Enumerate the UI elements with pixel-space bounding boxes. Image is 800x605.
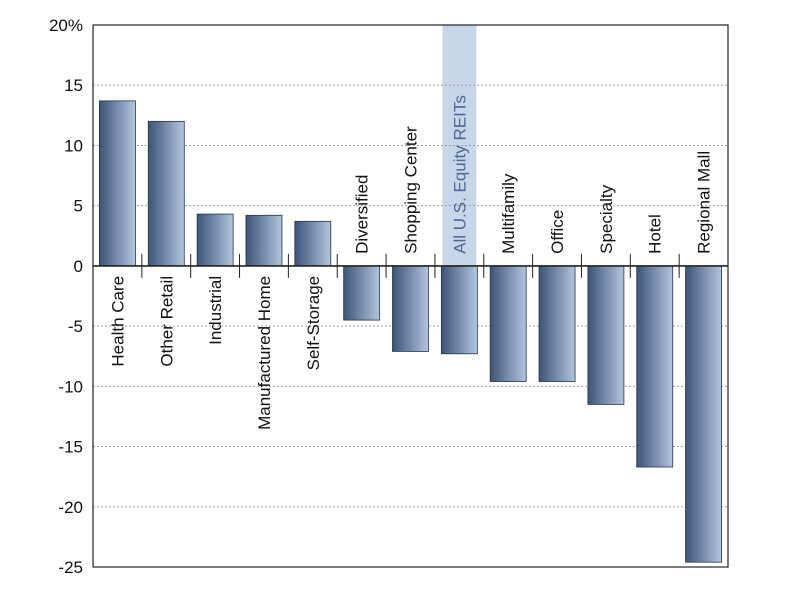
bar — [685, 265, 722, 563]
benchmark-category-label: All U.S. Equity REITs — [450, 95, 469, 254]
category-label: Hotel — [646, 214, 665, 254]
bar — [294, 220, 332, 267]
y-tick-label: 5 — [74, 197, 83, 216]
category-label: Health Care — [108, 276, 127, 367]
y-tick-label: 15 — [64, 76, 83, 95]
y-tick-label: -15 — [58, 438, 83, 457]
y-tick-label: 10 — [64, 136, 83, 155]
bar — [489, 265, 527, 382]
category-label: Shopping Center — [402, 126, 421, 254]
y-tick-label: -10 — [58, 377, 83, 396]
bar — [538, 265, 576, 382]
category-label: Multifamily — [499, 173, 518, 254]
category-label: Regional Mall — [695, 151, 714, 254]
y-tick-label: 20% — [49, 16, 83, 35]
plot-frame — [92, 24, 729, 568]
bar — [196, 213, 234, 267]
bar — [245, 214, 283, 267]
category-label: Diversified — [353, 175, 372, 254]
bar — [147, 120, 185, 267]
bar — [440, 265, 478, 355]
category-label: Office — [548, 210, 567, 254]
category-label: Other Retail — [157, 276, 176, 367]
bar — [99, 100, 136, 267]
category-label: Industrial — [206, 276, 225, 345]
bar — [392, 265, 429, 352]
category-label: Manufactured Home — [255, 276, 274, 430]
y-tick-label: 0 — [74, 257, 83, 276]
bar — [343, 265, 381, 321]
y-tick-label: -5 — [68, 317, 83, 336]
y-tick-label: -25 — [58, 558, 83, 577]
y-tick-label: -20 — [58, 498, 83, 517]
bar — [587, 265, 625, 405]
category-label: Self-Storage — [304, 276, 323, 371]
bar — [636, 265, 674, 468]
category-label: Specialty — [597, 184, 616, 253]
